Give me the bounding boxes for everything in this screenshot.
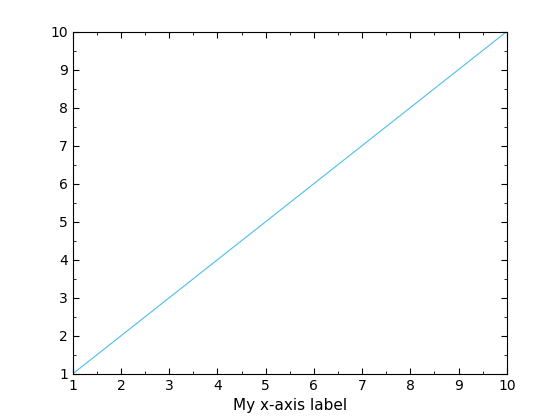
X-axis label: My x-axis label: My x-axis label [233, 398, 347, 413]
